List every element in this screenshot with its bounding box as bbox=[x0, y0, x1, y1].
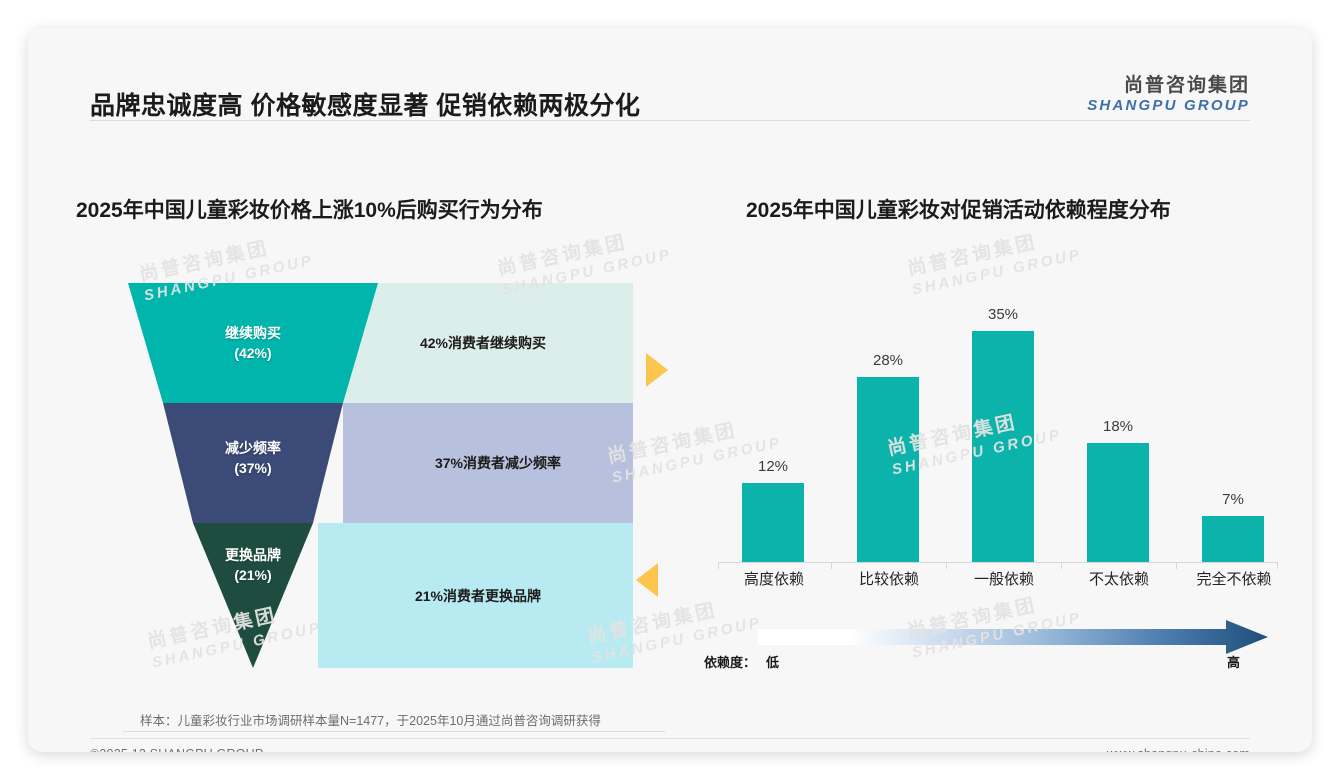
left-chart-title: 2025年中国儿童彩妆价格上涨10%后购买行为分布 bbox=[76, 199, 543, 222]
triangle-left-icon bbox=[636, 563, 658, 597]
sample-note-divider bbox=[123, 731, 665, 732]
funnel-segment-2 bbox=[163, 403, 343, 523]
bar-value-3: 35% bbox=[987, 306, 1019, 323]
watermark-cn: 尚普咨询集团 bbox=[137, 237, 272, 286]
footer-website[interactable]: www.shangpu-china.com bbox=[1107, 747, 1250, 752]
bar-rect-5 bbox=[1202, 516, 1264, 562]
funnel-side-label: 37%消费者减少频率 bbox=[434, 455, 562, 471]
right-chart-title: 2025年中国儿童彩妆对促销活动依赖程度分布 bbox=[746, 199, 1171, 222]
slide-header: 品牌忠诚度高 价格敏感度显著 促销依赖两极分化 尚普咨询集团 SHANGPU G… bbox=[28, 28, 1312, 121]
funnel-segment-1-label: 继续购买 (42%) bbox=[188, 323, 318, 364]
funnel-segment-3 bbox=[193, 523, 313, 668]
bar-chart-x-axis bbox=[718, 562, 1278, 563]
footer-copyright: ©2025.12 SHANGPU GROUP bbox=[90, 747, 263, 752]
slide-card: 品牌忠诚度高 价格敏感度显著 促销依赖两极分化 尚普咨询集团 SHANGPU G… bbox=[28, 28, 1312, 752]
legend-title: 依赖度： bbox=[704, 655, 757, 670]
funnel-side-panel bbox=[343, 403, 633, 523]
gradient-arrow-icon bbox=[758, 620, 1268, 654]
logo-chinese-text: 尚普咨询集团 bbox=[1123, 75, 1250, 96]
legend-high-label: 高 bbox=[1226, 655, 1240, 670]
bar-category-1: 高度依赖 bbox=[743, 571, 805, 588]
watermark-cn: 尚普咨询集团 bbox=[905, 231, 1040, 280]
funnel-band: 21%消费者更换品牌 bbox=[128, 523, 633, 668]
header-divider bbox=[90, 120, 1250, 121]
funnel-segment-3-label: 更换品牌 (21%) bbox=[188, 545, 318, 586]
funnel-segment-1 bbox=[128, 283, 378, 403]
legend-low-label: 低 bbox=[766, 655, 780, 670]
bar-rect-3 bbox=[972, 331, 1034, 562]
funnel-side-panel bbox=[318, 523, 633, 668]
triangle-right-icon bbox=[646, 353, 668, 387]
dependency-legend: 依赖度： 低 高 bbox=[704, 620, 1284, 678]
funnel-segment-3-value: (21%) bbox=[234, 567, 272, 584]
funnel-side-label: 42%消费者继续购买 bbox=[419, 335, 547, 351]
funnel-shape bbox=[128, 283, 378, 668]
bar-value-2: 28% bbox=[872, 352, 904, 369]
axis-tick bbox=[946, 563, 947, 569]
watermark-cn: 尚普咨询集团 bbox=[495, 231, 630, 280]
funnel-segment-2-label: 减少频率 (37%) bbox=[188, 438, 318, 479]
bar-value-4: 18% bbox=[1102, 418, 1134, 435]
funnel-segment-2-value: (37%) bbox=[234, 460, 272, 477]
funnel-segment-2-name: 减少频率 bbox=[225, 440, 281, 456]
bar-rect-1 bbox=[742, 483, 804, 562]
bar-value-1: 12% bbox=[757, 458, 789, 475]
axis-tick bbox=[1176, 563, 1177, 569]
funnel-segment-1-value: (42%) bbox=[234, 345, 272, 362]
funnel-segment-3-name: 更换品牌 bbox=[225, 547, 281, 563]
funnel-segment-1-name: 继续购买 bbox=[225, 325, 281, 341]
funnel-band: 37%消费者减少频率 bbox=[128, 403, 633, 523]
bar-rect-2 bbox=[857, 377, 919, 562]
axis-tick bbox=[1277, 563, 1278, 569]
bar-category-5: 完全不依赖 bbox=[1196, 571, 1272, 588]
funnel-side-label: 21%消费者更换品牌 bbox=[414, 587, 542, 604]
axis-tick bbox=[1061, 563, 1062, 569]
bar-column-4: 18% bbox=[1087, 297, 1149, 562]
axis-tick bbox=[831, 563, 832, 569]
bar-column-2: 28% bbox=[857, 297, 919, 562]
axis-tick bbox=[718, 563, 719, 569]
bar-column-1: 12% bbox=[742, 297, 804, 562]
bar-column-5: 7% bbox=[1202, 297, 1264, 562]
funnel-chart: 42%消费者继续购买 37%消费者减少频率 21%消费者更换品牌 继续购买 (4… bbox=[128, 283, 633, 668]
bar-category-2: 比较依赖 bbox=[858, 571, 920, 588]
brand-logo: 尚普咨询集团 SHANGPU GROUP bbox=[1087, 76, 1250, 114]
bar-rect-4 bbox=[1087, 443, 1149, 562]
sample-note: 样本：儿童彩妆行业市场调研样本量N=1477，于2025年10月通过尚普咨询调研… bbox=[140, 714, 601, 728]
footer-divider bbox=[90, 738, 1250, 739]
bar-column-3: 35% bbox=[972, 297, 1034, 562]
bar-category-4: 不太依赖 bbox=[1088, 571, 1150, 588]
watermark: 尚普咨询集团 SHANGPU GROUP bbox=[905, 222, 1084, 300]
bar-value-5: 7% bbox=[1222, 491, 1244, 508]
logo-english-text: SHANGPU GROUP bbox=[1087, 96, 1250, 114]
page-title: 品牌忠诚度高 价格敏感度显著 促销依赖两极分化 bbox=[90, 92, 641, 120]
watermark-en: SHANGPU GROUP bbox=[910, 245, 1084, 299]
dependency-bar-chart: 12% 28% 35% 18% 7% bbox=[718, 297, 1278, 569]
bar-chart-category-labels: 高度依赖 比较依赖 一般依赖 不太依赖 完全不依赖 bbox=[718, 568, 1278, 594]
funnel-band: 42%消费者继续购买 bbox=[128, 283, 633, 403]
bar-category-3: 一般依赖 bbox=[973, 571, 1035, 588]
